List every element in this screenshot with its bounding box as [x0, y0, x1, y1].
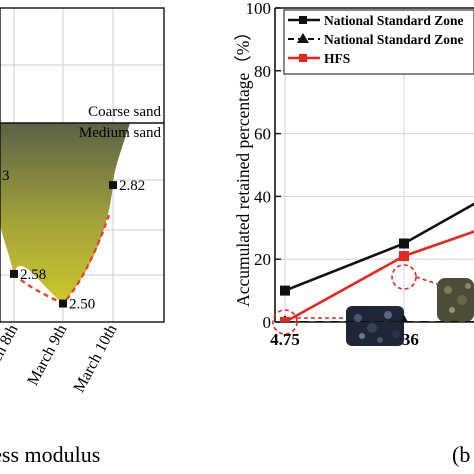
left-data-label: 2.50 [69, 297, 95, 313]
left-x-tick-label: March 9th [24, 322, 70, 388]
series-marker-square [280, 317, 290, 322]
right-y-tick-label: 40 [254, 187, 271, 206]
left-x-tick-label: March 8th [0, 322, 22, 388]
right-y-tick-label: 60 [254, 125, 271, 144]
left-data-label: 2.58 [20, 267, 46, 283]
left-chart: Coarse sand Medium sand 3 2.58 2.50 2.82 M… [0, 7, 165, 467]
right-y-tick-label: 80 [254, 62, 271, 81]
left-data-label: 2.82 [119, 178, 145, 194]
series-marker-square [399, 251, 409, 262]
legend-marker [297, 33, 309, 43]
series-marker-square [399, 238, 409, 249]
left-x-ticks: March 8th March 9th March 10th [0, 322, 121, 395]
zone-label-medium: Medium sand [79, 125, 162, 141]
partial-point-label: 3 [2, 168, 10, 184]
legend-label: National Standard Zone [324, 32, 464, 47]
right-y-tick-label: 0 [263, 313, 272, 332]
left-x-axis-title: Fineness modulus [0, 442, 100, 467]
sand-photo-inset-fine [346, 306, 404, 346]
sand-photo-inset-coarse [437, 278, 474, 322]
legend-label: HFS [324, 51, 350, 66]
right-y-axis-title: Accumulated retained percentage（%） [233, 23, 253, 307]
left-points-group: 2.58 2.50 2.82 [10, 178, 145, 313]
left-data-point [10, 269, 18, 278]
left-x-tick-label: March 10th [71, 322, 121, 395]
panel-label: (b [452, 442, 470, 467]
left-data-point [109, 181, 117, 190]
legend-marker [299, 16, 307, 24]
legend: National Standard Zone National Standard … [283, 9, 474, 75]
zoom-callouts [272, 264, 438, 335]
right-series-group [280, 202, 474, 322]
series-marker-square [280, 285, 290, 296]
right-y-tick-label: 20 [254, 250, 271, 269]
right-y-ticks: 0 20 40 60 80 100 [246, 0, 281, 332]
right-x-tick-label: 4.75 [270, 330, 300, 349]
legend-marker [299, 54, 307, 62]
fineness-area [0, 123, 130, 304]
legend-label: National Standard Zone [324, 13, 464, 28]
zone-label-coarse: Coarse sand [88, 104, 161, 120]
right-y-tick-label: 100 [246, 0, 272, 18]
left-data-point [59, 299, 67, 308]
fineness-dashed-curve [13, 214, 111, 305]
left-plot-frame [0, 7, 165, 323]
series-marker-triangle [399, 315, 409, 322]
